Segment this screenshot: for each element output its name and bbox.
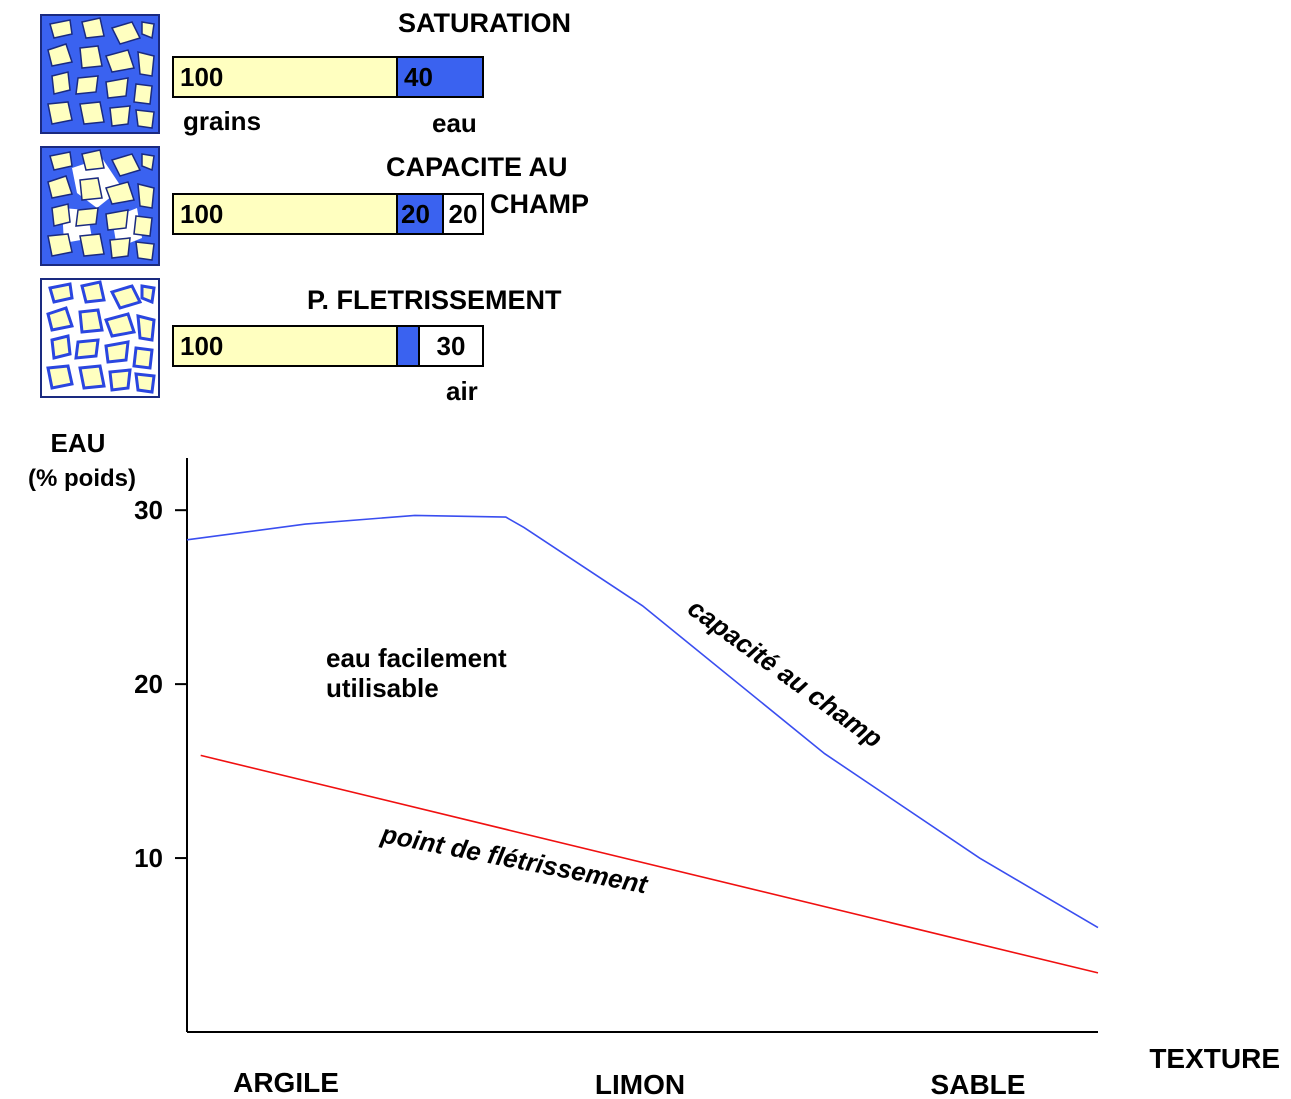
grains-partly-wet-icon bbox=[42, 148, 158, 264]
grains-dry-icon bbox=[42, 280, 158, 396]
water-value: 20 bbox=[401, 198, 430, 229]
composition-bar-wilting-point: 100 30 bbox=[172, 325, 484, 367]
grains-value: 100 bbox=[180, 61, 224, 92]
y-axis-label-line2: (% poids) bbox=[28, 465, 136, 492]
composition-bar-field-capacity: 100 20 20 bbox=[172, 193, 484, 235]
air-value: 30 bbox=[436, 330, 466, 361]
water-label: eau bbox=[432, 108, 477, 138]
grains-value: 100 bbox=[180, 330, 224, 361]
y-ticks: 30 20 10 bbox=[134, 495, 187, 873]
soil-sample-field-capacity-icon bbox=[40, 146, 160, 266]
x-category-sable: SABLE bbox=[931, 1069, 1026, 1099]
grains-in-water-icon bbox=[42, 16, 158, 132]
composition-bar-saturation: 100 40 bbox=[172, 56, 484, 98]
wilting-point-line bbox=[200, 754, 1099, 974]
soil-sample-wilting-point-icon bbox=[40, 278, 160, 398]
grains-segment: 100 bbox=[174, 195, 398, 233]
state-title-wilting-point: P. FLETRISSEMENT bbox=[307, 285, 562, 315]
water-value: 40 bbox=[404, 61, 433, 92]
state-title-saturation: SATURATION bbox=[398, 8, 571, 38]
x-axis-label: TEXTURE bbox=[1149, 1043, 1280, 1074]
grains-value: 100 bbox=[180, 198, 224, 229]
water-segment: 40 bbox=[398, 58, 482, 96]
water-segment: 20 bbox=[398, 195, 442, 233]
y-axis-label-line1: EAU bbox=[51, 428, 106, 458]
field-capacity-line bbox=[186, 514, 1099, 929]
air-segment: 30 bbox=[418, 327, 482, 365]
annotation-field-capacity: capacité au champ bbox=[682, 593, 888, 754]
y-tick-label: 10 bbox=[134, 843, 163, 873]
air-label: air bbox=[446, 376, 478, 406]
series-lines bbox=[186, 514, 1099, 974]
x-category-argile: ARGILE bbox=[233, 1067, 339, 1098]
y-tick-label: 30 bbox=[134, 495, 163, 525]
state-title-field-capacity-line1: CAPACITE AU bbox=[386, 152, 568, 182]
grains-segment: 100 bbox=[174, 327, 398, 365]
annotation-easy-water-line2: utilisable bbox=[326, 673, 439, 703]
grains-label: grains bbox=[183, 106, 262, 136]
grains-segment: 100 bbox=[174, 58, 398, 96]
y-tick-label: 20 bbox=[134, 669, 163, 699]
water-segment bbox=[398, 327, 418, 365]
air-value: 20 bbox=[448, 198, 478, 229]
soil-sample-saturated-icon bbox=[40, 14, 160, 134]
annotation-easy-water-line1: eau facilement bbox=[326, 643, 507, 673]
state-title-field-capacity-line2: CHAMP bbox=[490, 189, 589, 219]
x-category-limon: LIMON bbox=[595, 1069, 685, 1099]
annotation-wilting-point: point de flétrissement bbox=[378, 818, 651, 899]
air-segment: 20 bbox=[442, 195, 482, 233]
